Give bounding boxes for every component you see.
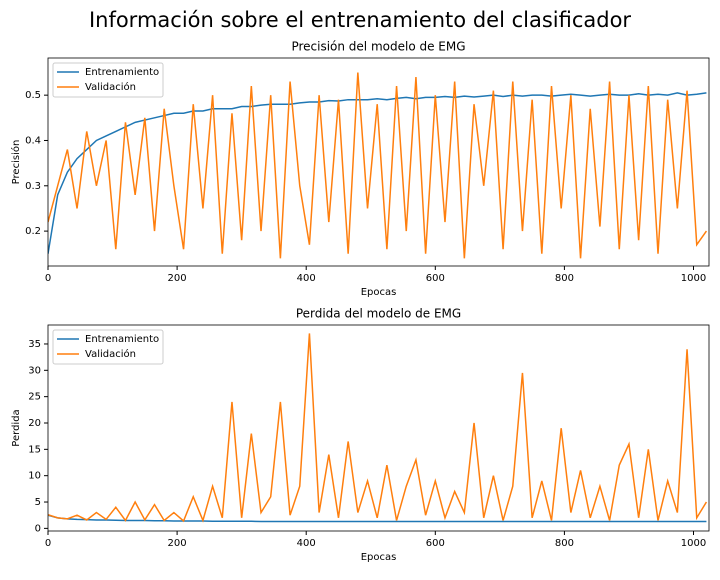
chart-title: Perdida del modelo de EMG (296, 307, 461, 321)
x-tick-label: 600 (426, 273, 445, 284)
y-tick-label: 0 (35, 523, 41, 534)
x-axis-label: Epocas (361, 552, 397, 563)
legend-label: Validación (85, 81, 136, 93)
x-tick-label: 400 (297, 538, 316, 549)
y-tick-label: 20 (28, 418, 41, 429)
y-tick-label: 0.2 (25, 226, 41, 237)
x-tick-label: 800 (555, 538, 574, 549)
y-tick-label: 35 (28, 339, 41, 350)
series-line (48, 92, 707, 254)
x-tick-label: 1000 (681, 538, 706, 549)
y-tick-label: 0.4 (25, 135, 41, 146)
y-tick-label: 30 (28, 365, 41, 376)
x-tick-label: 1000 (681, 273, 706, 284)
legend-box (52, 329, 164, 365)
x-tick-label: 400 (297, 273, 316, 284)
series-line (48, 514, 707, 523)
x-tick-label: 200 (168, 538, 187, 549)
x-tick-label: 800 (555, 273, 574, 284)
y-tick-label: 5 (35, 497, 41, 508)
y-tick-label: 0.5 (25, 90, 41, 101)
x-axis-label: Epocas (361, 287, 397, 298)
y-axis-label: Perdida (11, 409, 22, 446)
y-tick-label: 25 (28, 392, 41, 403)
y-tick-label: 10 (28, 471, 41, 482)
figure-title: Información sobre el entrenamiento del c… (89, 8, 631, 32)
x-tick-label: 0 (45, 538, 51, 549)
y-tick-label: 0.3 (25, 181, 41, 192)
y-tick-label: 15 (28, 444, 41, 455)
axes-frame (47, 57, 710, 267)
legend-label: Entrenamiento (85, 334, 159, 345)
legend-label: Entrenamiento (85, 67, 159, 78)
y-axis-label: Precisión (10, 140, 22, 185)
x-tick-label: 600 (426, 538, 445, 549)
x-tick-label: 200 (168, 273, 187, 284)
legend-label: Validación (85, 348, 136, 360)
series-line (48, 72, 708, 259)
legend-box (52, 62, 164, 98)
x-tick-label: 0 (45, 273, 51, 284)
chart-title: Precisión del modelo de EMG (291, 40, 465, 54)
axes-frame (47, 324, 710, 532)
series-line (48, 333, 708, 523)
